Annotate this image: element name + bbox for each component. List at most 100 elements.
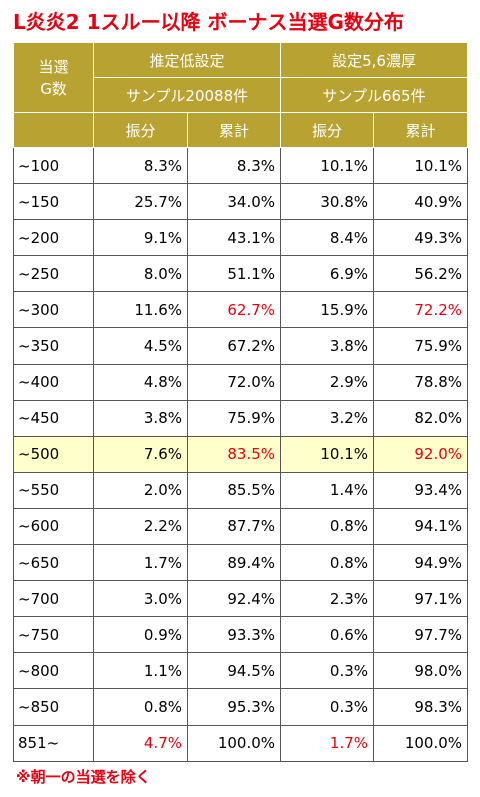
- row-label: ~700: [13, 580, 94, 618]
- table-row: ~200 9.1% 43.1% 8.4% 49.3%: [13, 219, 469, 257]
- table-row: ~800 1.1% 94.5% 0.3% 98.0%: [13, 652, 469, 690]
- cell: 8.3%: [186, 146, 282, 185]
- cell: 30.8%: [280, 183, 375, 221]
- table-body: ~100 8.3% 8.3% 10.1% 10.1% ~150 25.7% 34.0% 30.8…: [13, 146, 469, 762]
- cell: 95.3%: [186, 688, 282, 726]
- cell: 62.7%: [186, 291, 282, 329]
- cell: 56.2%: [373, 255, 469, 293]
- cell: 0.6%: [280, 616, 375, 654]
- row-label: 851~: [13, 724, 94, 762]
- cell: 1.7%: [280, 724, 375, 762]
- table-row: ~550 2.0% 85.5% 1.4% 93.4%: [13, 471, 469, 509]
- table-row: ~450 3.8% 75.9% 3.2% 82.0%: [13, 399, 469, 437]
- cell: 11.6%: [93, 291, 188, 329]
- cell: 2.9%: [280, 363, 375, 401]
- row-label: ~550: [13, 471, 94, 509]
- cell: 9.1%: [93, 219, 188, 257]
- row-label: ~750: [13, 616, 94, 654]
- footnote: ※朝一の当選を除く: [16, 768, 151, 786]
- group-header: 推定低設定: [92, 42, 282, 78]
- table-row: ~350 4.5% 67.2% 3.8% 75.9%: [13, 327, 469, 365]
- cell: 10.1%: [280, 146, 375, 185]
- table-row: ~650 1.7% 89.4% 0.8% 94.9%: [13, 544, 469, 582]
- cell: 10.1%: [373, 146, 469, 185]
- row-label: ~150: [13, 183, 94, 221]
- cell: 0.3%: [280, 652, 375, 690]
- cell: 4.8%: [93, 363, 188, 401]
- row-label: ~800: [13, 652, 94, 690]
- cell: 92.4%: [186, 580, 282, 618]
- sub-header: 振分: [93, 112, 188, 148]
- cell: 98.3%: [373, 688, 469, 726]
- cell: 8.0%: [93, 255, 188, 293]
- cell: 34.0%: [186, 183, 282, 221]
- cell: 89.4%: [186, 544, 282, 582]
- cell: 3.8%: [280, 327, 375, 365]
- cell: 8.3%: [93, 146, 188, 185]
- table-row: ~300 11.6% 62.7% 15.9% 72.2%: [13, 291, 469, 329]
- cell: 0.8%: [93, 688, 188, 726]
- cell: 40.9%: [373, 183, 469, 221]
- cell: 0.9%: [93, 616, 188, 654]
- cell: 4.5%: [93, 327, 188, 365]
- table-row: ~100 8.3% 8.3% 10.1% 10.1%: [13, 146, 469, 185]
- row-label: ~350: [13, 327, 94, 365]
- cell: 72.0%: [186, 363, 282, 401]
- cell: 94.9%: [373, 544, 469, 582]
- cell: 7.6%: [93, 435, 188, 473]
- corner-header: 当選 G数: [13, 42, 94, 113]
- row-label: ~400: [13, 363, 94, 401]
- title: L炎炎2 1スルー以降 ボーナス当選G数分布: [13, 10, 404, 34]
- cell: 49.3%: [373, 219, 469, 257]
- table-row: 851~ 4.7% 100.0% 1.7% 100.0%: [13, 724, 469, 762]
- cell: 94.5%: [186, 652, 282, 690]
- sample-header: サンプル665件: [280, 77, 469, 113]
- table-row: ~850 0.8% 95.3% 0.3% 98.3%: [13, 688, 469, 726]
- row-label: ~600: [13, 507, 94, 546]
- blank-header: [13, 112, 94, 148]
- cell: 3.8%: [93, 399, 188, 437]
- table-row: ~750 0.9% 93.3% 0.6% 97.7%: [13, 616, 469, 654]
- cell: 3.2%: [280, 399, 375, 437]
- row-label: ~300: [13, 291, 94, 329]
- table-row: ~250 8.0% 51.1% 6.9% 56.2%: [13, 255, 469, 293]
- cell: 43.1%: [186, 219, 282, 257]
- sub-header: 振分: [280, 112, 375, 148]
- table-row: ~400 4.8% 72.0% 2.9% 78.8%: [13, 363, 469, 401]
- row-label: ~650: [13, 544, 94, 582]
- cell: 51.1%: [186, 255, 282, 293]
- cell: 2.0%: [93, 471, 188, 509]
- cell: 3.0%: [93, 580, 188, 618]
- cell: 100.0%: [373, 724, 469, 762]
- table-row: ~500 7.6% 83.5% 10.1% 92.0%: [13, 435, 469, 473]
- cell: 75.9%: [186, 399, 282, 437]
- cell: 67.2%: [186, 327, 282, 365]
- cell: 0.8%: [280, 507, 375, 546]
- cell: 78.8%: [373, 363, 469, 401]
- cell: 100.0%: [186, 724, 282, 762]
- row-label: ~100: [13, 146, 94, 185]
- cell: 82.0%: [373, 399, 469, 437]
- cell: 10.1%: [280, 435, 375, 473]
- cell: 1.4%: [280, 471, 375, 509]
- cell: 1.7%: [93, 544, 188, 582]
- cell: 83.5%: [186, 435, 282, 473]
- cell: 25.7%: [93, 183, 188, 221]
- cell: 92.0%: [373, 435, 469, 473]
- cell: 0.8%: [280, 544, 375, 582]
- cell: 93.3%: [186, 616, 282, 654]
- cell: 97.7%: [373, 616, 469, 654]
- table-row: ~600 2.2% 87.7% 0.8% 94.1%: [13, 507, 469, 546]
- sub-header: 累計: [186, 112, 282, 148]
- group-header: 設定5,6濃厚: [280, 42, 469, 78]
- cell: 75.9%: [373, 327, 469, 365]
- cell: 2.2%: [93, 507, 188, 546]
- row-label: ~450: [13, 399, 94, 437]
- cell: 4.7%: [93, 724, 188, 762]
- cell: 0.3%: [280, 688, 375, 726]
- cell: 2.3%: [280, 580, 375, 618]
- cell: 87.7%: [186, 507, 282, 546]
- cell: 72.2%: [373, 291, 469, 329]
- cell: 93.4%: [373, 471, 469, 509]
